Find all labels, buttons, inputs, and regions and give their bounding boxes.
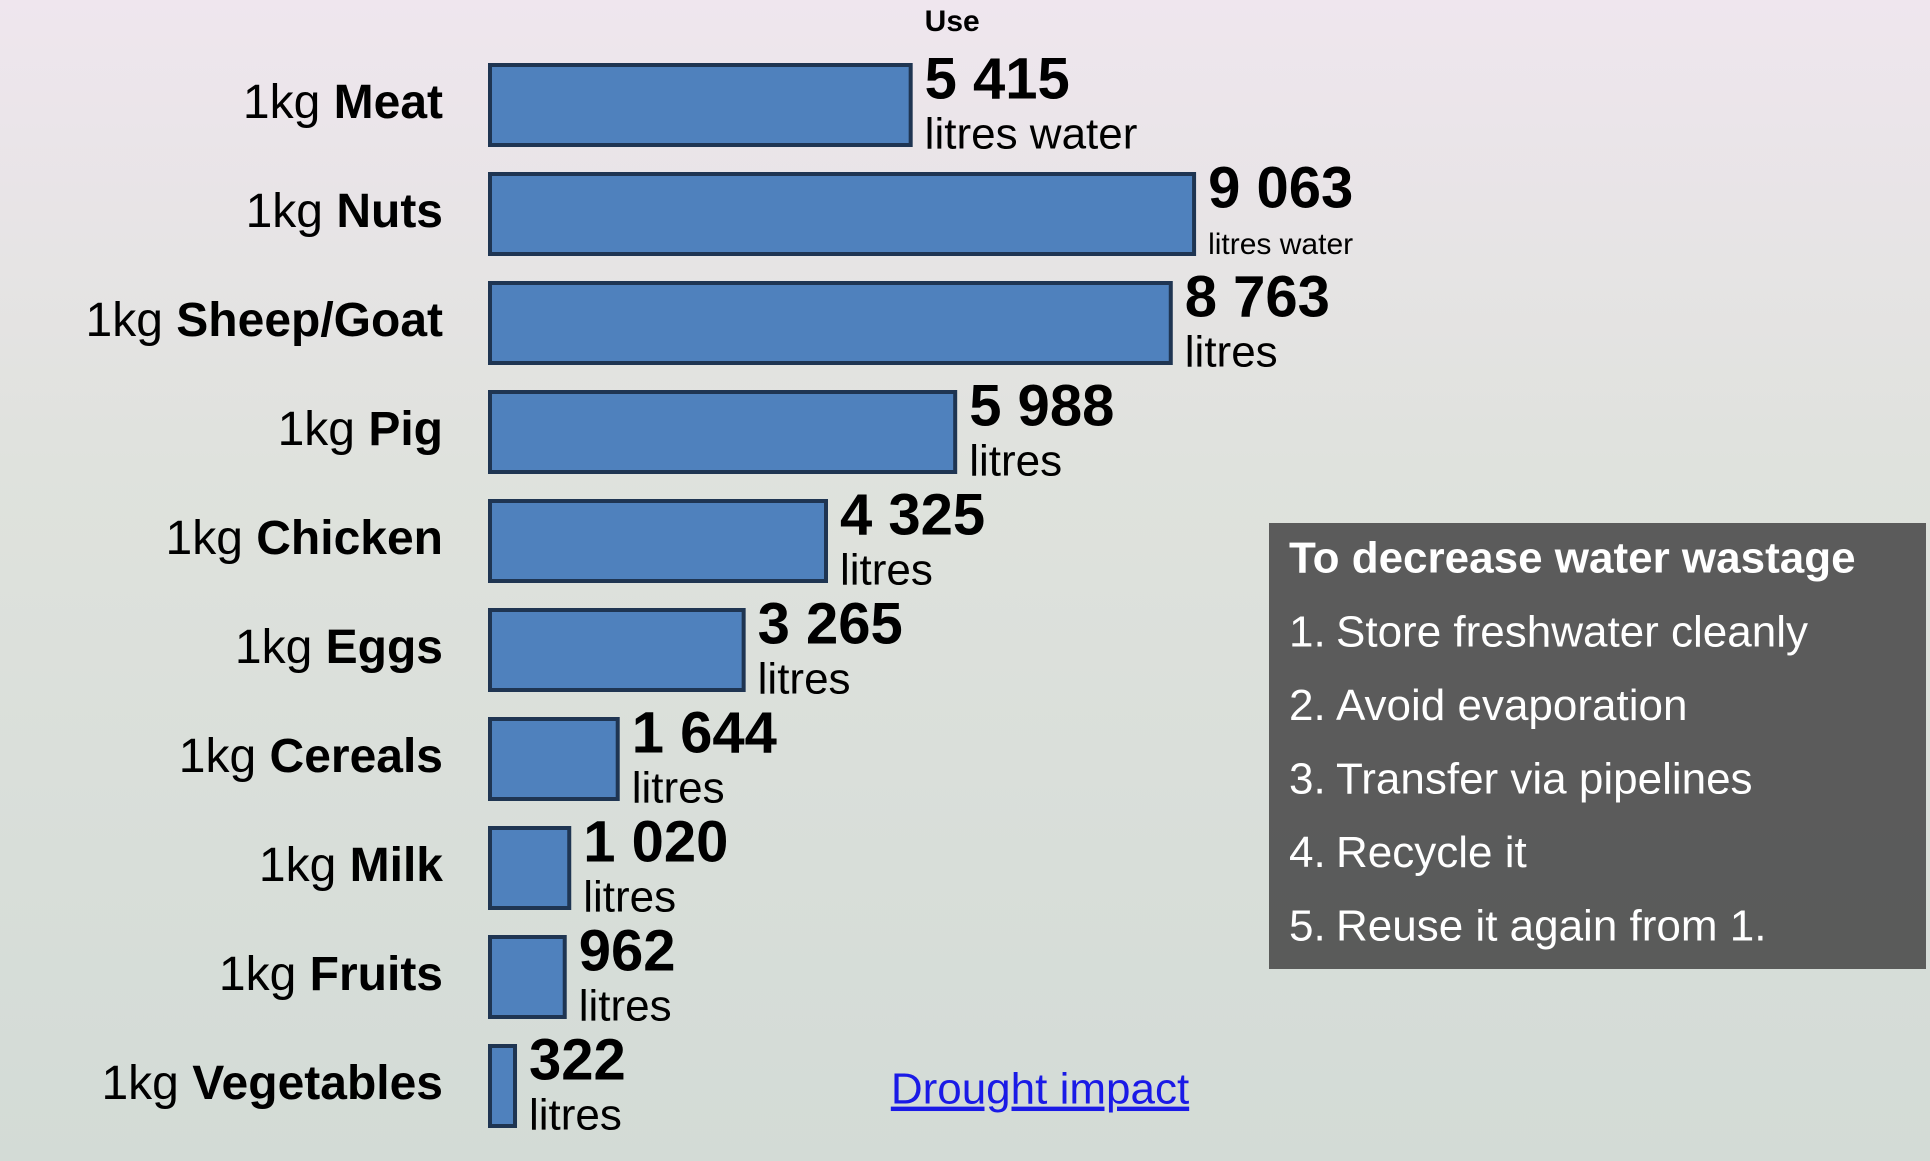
panel-item-number: 4. xyxy=(1289,828,1326,877)
category-label: 1kg Meat xyxy=(243,76,443,129)
panel-item-number: 1. xyxy=(1289,608,1326,657)
category-name: Milk xyxy=(350,839,444,892)
value-unit: litres water xyxy=(1208,228,1353,261)
bar xyxy=(490,719,618,799)
panel-item-text: Transfer via pipelines xyxy=(1336,755,1753,804)
drought-link[interactable]: Drought impact xyxy=(891,1065,1189,1114)
value-unit: litres xyxy=(758,655,851,704)
bar xyxy=(490,501,826,581)
value-unit: litres xyxy=(583,873,676,922)
panel-item-text: Store freshwater cleanly xyxy=(1336,608,1808,657)
category-name: Vegetables xyxy=(192,1057,443,1110)
bar xyxy=(490,65,911,145)
category-label: 1kg Eggs xyxy=(235,621,443,674)
panel-item-number: 3. xyxy=(1289,755,1326,804)
value-label: 1 020 xyxy=(583,809,728,874)
category-name: Cereals xyxy=(270,730,443,783)
category-label: 1kg Fruits xyxy=(219,948,443,1001)
category-prefix: 1kg xyxy=(246,185,323,238)
category-prefix: 1kg xyxy=(179,730,256,783)
value-label: 4 325 xyxy=(840,482,985,547)
value-header: Use xyxy=(925,5,980,38)
value-label: 1 644 xyxy=(632,700,777,765)
category-name: Meat xyxy=(334,76,443,129)
category-label: 1kg Sheep/Goat xyxy=(86,294,443,347)
value-unit: litres xyxy=(1185,328,1278,377)
panel-title: To decrease water wastage xyxy=(1289,534,1856,583)
value-unit: litres xyxy=(840,546,933,595)
category-prefix: 1kg xyxy=(166,512,243,565)
value-label: 5 415 xyxy=(925,46,1070,111)
value-unit: litres xyxy=(579,982,672,1031)
bar xyxy=(490,1046,515,1126)
category-prefix: 1kg xyxy=(219,948,296,1001)
category-label: 1kg Vegetables xyxy=(101,1057,443,1110)
value-label: 5 988 xyxy=(969,373,1114,438)
category-name: Chicken xyxy=(256,512,443,565)
value-label: 9 063 xyxy=(1208,155,1353,220)
value-label: 8 763 xyxy=(1185,264,1330,329)
bar xyxy=(490,392,955,472)
value-unit: litres xyxy=(529,1091,622,1140)
category-prefix: 1kg xyxy=(278,403,355,456)
panel-item-number: 2. xyxy=(1289,681,1326,730)
category-name: Nuts xyxy=(336,185,443,238)
panel-item-text: Reuse it again from 1. xyxy=(1336,902,1766,951)
value-unit: litres xyxy=(969,437,1062,486)
category-label: 1kg Chicken xyxy=(166,512,443,565)
bar xyxy=(490,937,565,1017)
panel-item-number: 5. xyxy=(1289,902,1326,951)
value-label: 962 xyxy=(579,918,676,983)
category-name: Fruits xyxy=(310,948,443,1001)
category-prefix: 1kg xyxy=(101,1057,178,1110)
category-prefix: 1kg xyxy=(86,294,163,347)
value-label: 322 xyxy=(529,1027,626,1092)
category-prefix: 1kg xyxy=(259,839,336,892)
bar xyxy=(490,174,1194,254)
category-label: 1kg Milk xyxy=(259,839,443,892)
slide: To decrease water wastage Drought impact… xyxy=(0,0,1930,1161)
bar xyxy=(490,610,744,690)
value-label: 3 265 xyxy=(758,591,903,656)
value-unit: litres water xyxy=(925,110,1138,159)
panel-item-text: Recycle it xyxy=(1336,828,1527,877)
panel-item-text: Avoid evaporation xyxy=(1336,681,1687,730)
category-prefix: 1kg xyxy=(235,621,312,674)
category-name: Eggs xyxy=(326,621,443,674)
value-unit: litres xyxy=(632,764,725,813)
bar xyxy=(490,828,569,908)
bar xyxy=(490,283,1171,363)
category-label: 1kg Nuts xyxy=(246,185,443,238)
category-name: Sheep/Goat xyxy=(176,294,443,347)
category-label: 1kg Cereals xyxy=(179,730,443,783)
category-name: Pig xyxy=(368,403,443,456)
category-label: 1kg Pig xyxy=(278,403,443,456)
category-prefix: 1kg xyxy=(243,76,320,129)
